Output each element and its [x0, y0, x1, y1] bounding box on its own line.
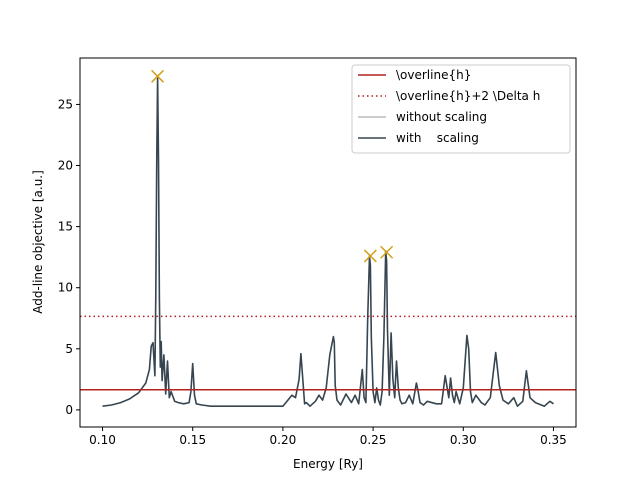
y-tick-label: 25 — [58, 97, 73, 111]
peak-marker — [380, 245, 394, 259]
y-tick-label: 0 — [65, 403, 73, 417]
legend-label-without-scaling: without scaling — [396, 110, 487, 124]
x-tick-label: 0.20 — [270, 433, 297, 447]
legend: \overline{h} \overline{h}+2 \Delta h wit… — [351, 64, 571, 154]
x-tick-label: 0.35 — [540, 433, 567, 447]
axes-frame — [79, 57, 577, 428]
y-axis-ticks: 0 5 10 15 20 25 — [58, 97, 80, 417]
series-line-with-scaling — [102, 75, 554, 408]
x-tick-label: 0.25 — [360, 433, 387, 447]
x-axis-ticks: 0.10 0.15 0.20 0.25 0.30 0.35 — [89, 427, 567, 447]
x-tick-label: 0.15 — [179, 433, 206, 447]
x-tick-label: 0.10 — [89, 433, 116, 447]
x-tick-label: 0.30 — [450, 433, 477, 447]
y-tick-label: 15 — [58, 220, 73, 234]
y-tick-label: 5 — [65, 342, 73, 356]
legend-label-threshold: \overline{h}+2 \Delta h — [396, 89, 540, 103]
x-axis-label: Energy [Ry] — [293, 457, 363, 471]
y-axis-label: Add-line objective [a.u.] — [31, 170, 45, 314]
legend-box — [351, 64, 571, 154]
plot-area — [80, 69, 576, 408]
legend-label-mean: \overline{h} — [396, 68, 471, 82]
y-tick-label: 10 — [58, 281, 73, 295]
peak-marker — [363, 249, 377, 263]
legend-label-with-scaling: with scaling — [396, 131, 479, 145]
peak-marker — [151, 69, 165, 83]
y-tick-label: 20 — [58, 159, 73, 173]
